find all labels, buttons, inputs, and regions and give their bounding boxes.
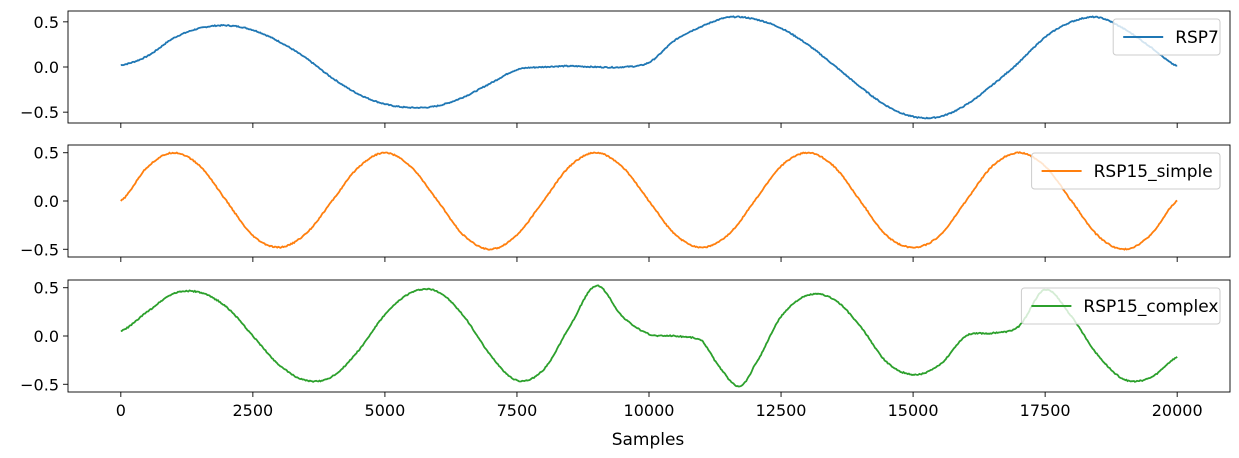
x-tick-label: 5000 <box>365 401 406 420</box>
x-tick-label: 7500 <box>497 401 538 420</box>
x-tick-label: 10000 <box>624 401 675 420</box>
y-tick-label: 0.0 <box>34 327 59 346</box>
subplot-RSP15_complex: −0.5 0.0 0.5 0 2500 5000 7500 10000 12500 15000 17… <box>20 279 1231 420</box>
legend-box <box>1112 18 1221 56</box>
y-tick-label: −0.5 <box>20 375 59 394</box>
legend-label: RSP15_complex <box>1083 297 1218 317</box>
y-tick-label: 0.5 <box>34 144 59 163</box>
series-line-RSP7 <box>120 15 1178 120</box>
legend-box <box>1020 287 1221 325</box>
y-tick-label: −0.5 <box>20 103 59 122</box>
y-tick-label: 0.5 <box>34 13 59 32</box>
y-tick-label: 0.5 <box>34 279 59 298</box>
x-axis-label: Samples <box>612 430 685 450</box>
x-tick-label: 0 <box>116 401 126 420</box>
x-tick-label: 12500 <box>756 401 807 420</box>
series-line-RSP15_complex <box>120 284 1178 388</box>
legend-label: RSP15_simple <box>1094 162 1213 182</box>
legend-label: RSP7 <box>1175 28 1219 48</box>
legend-box <box>1031 152 1221 190</box>
series-line-RSP15_simple <box>120 151 1178 251</box>
x-tick-label: 15000 <box>888 401 939 420</box>
legend: RSP7 <box>1112 18 1221 56</box>
y-tick-label: −0.5 <box>20 240 59 259</box>
x-tick-label: 20000 <box>1152 401 1203 420</box>
subplot-RSP7: −0.5 0.0 0.5 RSP7 <box>20 10 1231 128</box>
x-tick-label: 2500 <box>233 401 274 420</box>
x-tick-label: 17500 <box>1020 401 1071 420</box>
legend: RSP15_simple <box>1031 152 1221 190</box>
subplots-container: −0.50.00.5RSP7−0.50.00.5RSP15_simple−0.5… <box>20 10 1231 420</box>
y-tick-label: 0.0 <box>34 192 59 211</box>
y-tick-label: 0.0 <box>34 58 59 77</box>
subplot-RSP15_simple: −0.5 0.0 0.5 RSP15_simple <box>20 144 1231 262</box>
legend: RSP15_complex <box>1020 287 1221 325</box>
